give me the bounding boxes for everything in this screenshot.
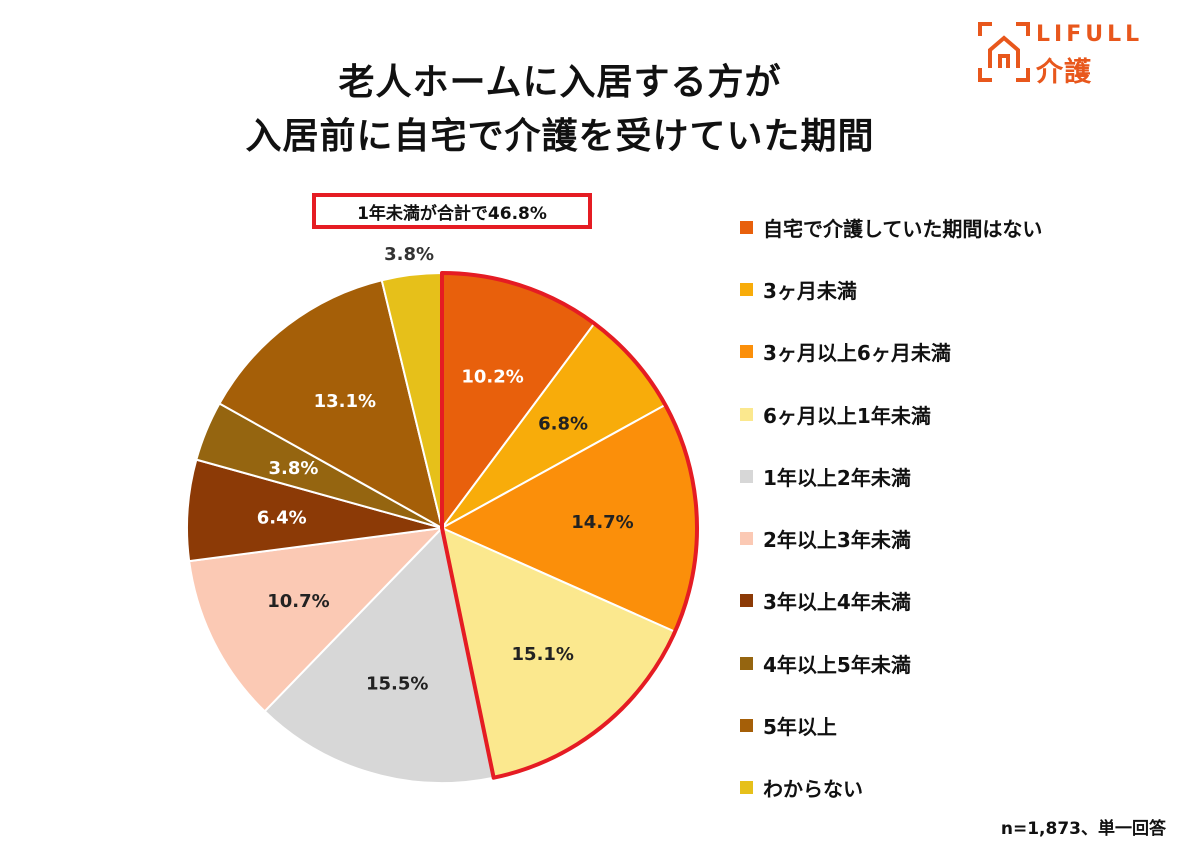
legend-item-3: 3ヶ月以上6ヶ月未満 bbox=[740, 321, 1042, 383]
logo-subtext: 介護 bbox=[1036, 57, 1092, 88]
callout-box: 1年未満が合計で46.8% bbox=[312, 193, 592, 229]
logo-text: LIFULL bbox=[1036, 22, 1144, 47]
legend-swatch-8 bbox=[740, 656, 753, 670]
legend-label-4: 6ヶ月以上1年未満 bbox=[763, 403, 931, 428]
slice-label-4: 15.1% bbox=[512, 644, 574, 665]
slice-label-3: 14.7% bbox=[571, 512, 633, 533]
legend-swatch-6 bbox=[740, 532, 753, 546]
legend-swatch-2 bbox=[740, 282, 753, 296]
legend-label-1: 自宅で介護していた期間はない bbox=[763, 216, 1043, 241]
pie-slice-5 bbox=[263, 525, 495, 784]
slice-label-7: 6.4% bbox=[257, 508, 307, 529]
legend-item-7: 3年以上4年未満 bbox=[740, 570, 1042, 632]
sample-note: n=1,873、単一回答 bbox=[1000, 819, 1166, 839]
legend-label-8: 4年以上5年未満 bbox=[763, 652, 911, 677]
chart-title: 老人ホームに入居する方が 入居前に自宅で介護を受けていた期間 bbox=[0, 56, 1120, 164]
legend-item-5: 1年以上2年未満 bbox=[740, 445, 1042, 507]
legend-label-2: 3ヶ月未満 bbox=[763, 278, 857, 303]
legend-item-1: 自宅で介護していた期間はない bbox=[740, 196, 1042, 258]
slice-label-8: 3.8% bbox=[268, 458, 318, 479]
lifull-logo: LIFULL 介護 bbox=[978, 20, 1178, 90]
legend-label-10: わからない bbox=[763, 777, 863, 802]
legend-swatch-3 bbox=[740, 345, 753, 359]
legend-item-9: 5年以上 bbox=[740, 694, 1042, 756]
slice-label-1: 10.2% bbox=[461, 367, 523, 388]
slice-label-9: 13.1% bbox=[314, 391, 376, 412]
legend-label-7: 3年以上4年未満 bbox=[763, 590, 911, 615]
slice-label-2: 6.8% bbox=[538, 413, 588, 434]
legend-item-4: 6ヶ月以上1年未満 bbox=[740, 383, 1042, 445]
house-logo-icon bbox=[978, 22, 1030, 82]
legend-swatch-7 bbox=[740, 594, 753, 608]
legend-label-3: 3ヶ月以上6ヶ月未満 bbox=[763, 341, 951, 366]
legend-label-5: 1年以上2年未満 bbox=[763, 465, 911, 490]
legend-swatch-4 bbox=[740, 407, 753, 421]
slice-label-6: 10.7% bbox=[267, 591, 329, 612]
callout-text: 1年未満が合計で46.8% bbox=[357, 203, 547, 224]
pie-slice-6 bbox=[188, 526, 445, 713]
legend-item-10: わからない bbox=[740, 757, 1042, 819]
pie-slice-9 bbox=[218, 279, 444, 530]
legend-item-8: 4年以上5年未満 bbox=[740, 632, 1042, 694]
legend-swatch-10 bbox=[740, 781, 753, 795]
legend-swatch-1 bbox=[740, 220, 753, 234]
chart-legend: 自宅で介護していた期間はない 3ヶ月未満 3ヶ月以上6ヶ月未満 6ヶ月以上1年未満 1年… bbox=[740, 196, 1042, 819]
slice-label-10: 3.8% bbox=[384, 244, 434, 265]
legend-swatch-5 bbox=[740, 469, 753, 483]
chart-title-line2: 入居前に自宅で介護を受けていた期間 bbox=[245, 116, 875, 157]
legend-swatch-9 bbox=[740, 719, 753, 733]
highlight-outline bbox=[440, 271, 699, 780]
legend-item-2: 3ヶ月未満 bbox=[740, 258, 1042, 320]
legend-label-6: 2年以上3年未満 bbox=[763, 528, 911, 553]
slice-label-5: 15.5% bbox=[366, 673, 428, 694]
legend-item-6: 2年以上3年未満 bbox=[740, 507, 1042, 569]
legend-label-9: 5年以上 bbox=[763, 715, 837, 740]
chart-title-line1: 老人ホームに入居する方が bbox=[338, 62, 782, 103]
